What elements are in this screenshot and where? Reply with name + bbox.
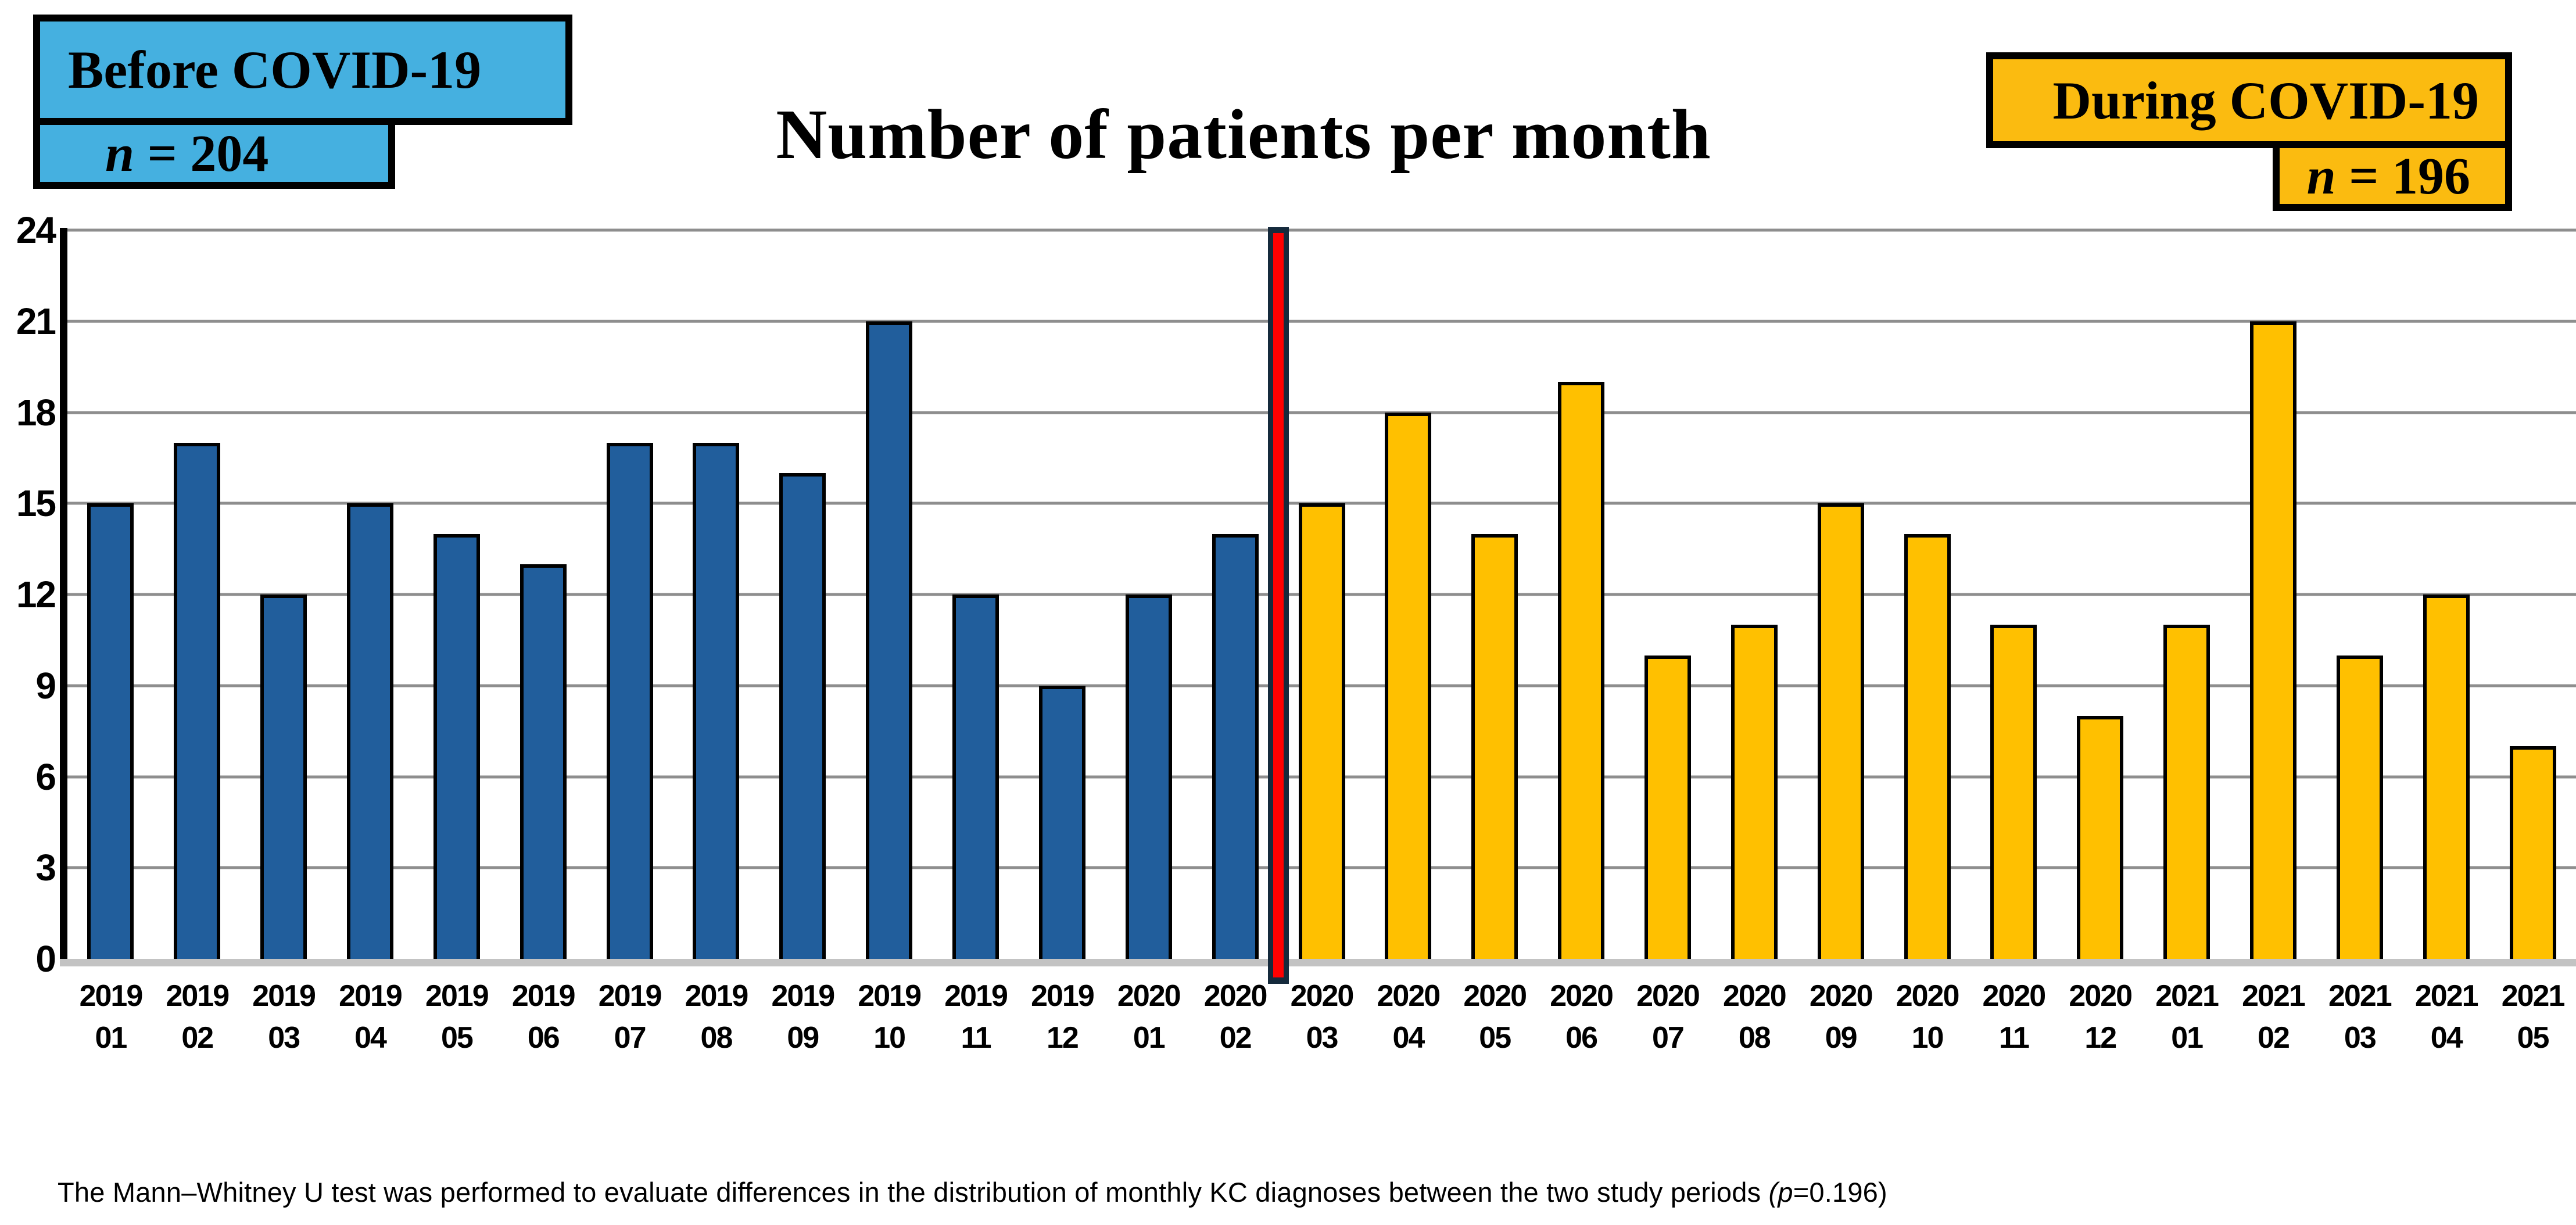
y-axis-tick-label-24: 24 (16, 209, 56, 251)
x-axis-label-2019-12: 2019 12 (1031, 979, 1095, 1055)
x-axis-label-2020-02: 2020 02 (1203, 979, 1268, 1055)
x-axis-label-2021-04: 2021 04 (2414, 979, 2479, 1055)
gridline-18 (67, 411, 2576, 414)
x-axis-label-2020-08: 2020 08 (1722, 979, 1787, 1055)
y-axis-line (60, 228, 67, 961)
caption-p-value: (p (1768, 1177, 1793, 1208)
bar-2020-08 (1731, 625, 1778, 959)
x-axis-label-2021-05: 2021 05 (2501, 979, 2566, 1055)
x-axis-label-2019-09: 2019 09 (771, 979, 835, 1055)
y-axis-tick-label-9: 9 (35, 664, 56, 707)
bar-2020-10 (1904, 533, 1951, 959)
bar-2020-09 (1817, 503, 1864, 959)
bar-2020-05 (1471, 533, 1518, 959)
x-axis-label-2021-01: 2021 01 (2155, 979, 2219, 1055)
legend-before-n-box: n = 204 (33, 118, 395, 189)
x-axis-label-2019-04: 2019 04 (339, 979, 403, 1055)
bar-2019-04 (347, 503, 394, 959)
bar-2020-12 (2077, 716, 2124, 959)
x-axis-label-2019-01: 2019 01 (79, 979, 144, 1055)
covid-divider-line (1268, 227, 1289, 984)
legend-during-n-box: n = 196 (2273, 141, 2512, 211)
y-axis-tick-label-21: 21 (16, 300, 56, 342)
x-axis-label-2020-07: 2020 07 (1636, 979, 1700, 1055)
bar-2019-10 (866, 321, 913, 959)
legend-before-label: Before COVID-19 (68, 40, 482, 99)
x-axis-baseline (60, 959, 2576, 966)
bar-2019-09 (779, 473, 826, 959)
x-axis-label-2020-10: 2020 10 (1896, 979, 1960, 1055)
bar-2019-07 (606, 442, 653, 959)
bar-2020-07 (1644, 655, 1691, 959)
x-axis-label-2019-05: 2019 05 (425, 979, 489, 1055)
legend-before-box: Before COVID-19 (33, 15, 572, 125)
plot-area (67, 227, 2576, 984)
x-axis-label-2019-06: 2019 06 (511, 979, 576, 1055)
x-axis-label-2020-03: 2020 03 (1290, 979, 1355, 1055)
bar-2020-04 (1385, 412, 1432, 959)
x-axis-label-2020-05: 2020 05 (1463, 979, 1527, 1055)
x-axis-label-2019-08: 2019 08 (685, 979, 749, 1055)
chart-title: Number of patients per month (776, 95, 1711, 174)
y-axis-tick-label-3: 3 (35, 847, 56, 889)
bar-2020-06 (1558, 382, 1605, 959)
bar-2019-03 (260, 594, 307, 959)
bar-2021-04 (2423, 594, 2470, 959)
x-axis-label-2019-02: 2019 02 (166, 979, 230, 1055)
x-axis-label-2019-07: 2019 07 (598, 979, 662, 1055)
x-axis-label-2020-06: 2020 06 (1550, 979, 1614, 1055)
bar-2020-02 (1212, 533, 1259, 959)
x-axis-label-2019-03: 2019 03 (252, 979, 316, 1055)
gridline-21 (67, 320, 2576, 323)
legend-during-box: During COVID-19 (1986, 52, 2512, 148)
x-axis-label-2019-10: 2019 10 (858, 979, 922, 1055)
bar-2020-11 (1990, 625, 2037, 959)
x-axis-labels: 2019 01 2019 02 2019 03 2019 04 2019 05 2019 06 2019… (67, 975, 2576, 1074)
bar-2020-01 (1125, 594, 1172, 959)
covid-divider-red-core (1273, 233, 1284, 977)
bar-2019-02 (174, 442, 221, 959)
x-axis-label-2021-02: 2021 02 (2242, 979, 2306, 1055)
bar-2021-05 (2509, 746, 2556, 959)
y-axis-tick-label-18: 18 (16, 391, 56, 434)
bar-2021-02 (2249, 321, 2296, 959)
y-axis-labels: 0 3 6 9 12 15 18 21 24 (0, 209, 56, 980)
legend-during-label: During COVID-19 (2052, 70, 2479, 130)
x-axis-label-2020-11: 2020 11 (1982, 979, 2047, 1055)
bar-2019-06 (520, 564, 567, 959)
bar-2020-03 (1298, 503, 1345, 959)
x-axis-label-2020-12: 2020 12 (2069, 979, 2133, 1055)
x-axis-label-2020-01: 2020 01 (1117, 979, 1181, 1055)
bar-2019-11 (952, 594, 999, 959)
bar-2019-05 (433, 533, 480, 959)
bar-2021-01 (2163, 625, 2210, 959)
y-axis-tick-label-0: 0 (35, 938, 56, 980)
x-axis-label-2019-11: 2019 11 (944, 979, 1008, 1055)
legend-during-n-label: n = 196 (2306, 147, 2470, 205)
bar-2021-03 (2336, 655, 2383, 959)
x-axis-label-2021-03: 2021 03 (2328, 979, 2392, 1055)
gridline-24 (67, 228, 2576, 232)
caption: The Mann–Whitney U test was performed to… (58, 1177, 1887, 1208)
legend-before-n-label: n = 204 (105, 124, 269, 182)
y-axis-tick-label-6: 6 (35, 755, 56, 798)
bar-2019-08 (693, 442, 740, 959)
bar-2019-12 (1038, 685, 1085, 959)
x-axis-label-2020-09: 2020 09 (1809, 979, 1873, 1055)
bar-2019-01 (87, 503, 134, 959)
y-axis-tick-label-15: 15 (16, 482, 56, 525)
x-axis-label-2020-04: 2020 04 (1377, 979, 1441, 1055)
y-axis-tick-label-12: 12 (16, 574, 56, 615)
